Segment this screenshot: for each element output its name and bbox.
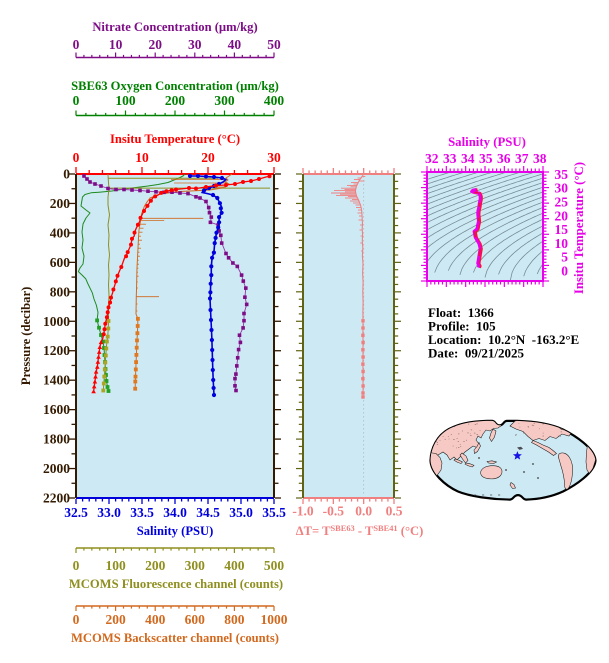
svg-text:200: 200 <box>145 558 166 573</box>
svg-text:2200: 2200 <box>43 491 70 506</box>
svg-text:0: 0 <box>561 264 568 279</box>
svg-text:15: 15 <box>555 222 569 237</box>
svg-text:ΔT= TSBE63 - TSBE41 (°C): ΔT= TSBE63 - TSBE41 (°C) <box>296 524 424 538</box>
svg-text:Float: 1366: Float: 1366 <box>428 305 494 320</box>
svg-text:SBE63 Oxygen Concentration (µm: SBE63 Oxygen Concentration (µm/kg) <box>71 79 279 93</box>
svg-text:32.5: 32.5 <box>64 505 88 520</box>
svg-text:Insitu Temperature (°C): Insitu Temperature (°C) <box>110 132 240 146</box>
svg-text:37: 37 <box>515 151 529 166</box>
svg-text:10: 10 <box>135 150 149 165</box>
svg-text:36: 36 <box>497 151 511 166</box>
svg-text:0.5: 0.5 <box>386 504 403 519</box>
svg-text:0: 0 <box>73 612 80 627</box>
svg-text:30: 30 <box>188 37 202 52</box>
svg-text:300: 300 <box>185 558 206 573</box>
svg-text:400: 400 <box>145 612 166 627</box>
svg-text:Nitrate Concentration (µm/kg): Nitrate Concentration (µm/kg) <box>92 20 257 34</box>
svg-text:30: 30 <box>555 181 569 196</box>
svg-text:34.0: 34.0 <box>163 505 187 520</box>
svg-text:600: 600 <box>185 612 206 627</box>
svg-text:200: 200 <box>105 612 126 627</box>
svg-text:Pressure (decibar): Pressure (decibar) <box>19 287 33 386</box>
svg-text:1000: 1000 <box>43 314 70 329</box>
svg-text:400: 400 <box>264 93 285 108</box>
svg-text:Insitu Temperature (°C): Insitu Temperature (°C) <box>572 162 586 294</box>
svg-text:10: 10 <box>555 236 569 251</box>
svg-text:10: 10 <box>109 37 123 52</box>
svg-text:Salinity (PSU): Salinity (PSU) <box>137 524 214 538</box>
svg-text:0: 0 <box>73 558 80 573</box>
svg-text:Salinity (PSU): Salinity (PSU) <box>448 135 526 149</box>
svg-text:100: 100 <box>115 93 136 108</box>
svg-text:34: 34 <box>461 151 475 166</box>
svg-text:Date: 09/21/2025: Date: 09/21/2025 <box>428 346 525 361</box>
svg-text:0: 0 <box>73 93 80 108</box>
svg-text:38: 38 <box>533 151 547 166</box>
svg-text:20: 20 <box>555 208 569 223</box>
svg-text:-1.0: -1.0 <box>292 504 314 519</box>
svg-text:35.5: 35.5 <box>262 505 286 520</box>
svg-text:0.0: 0.0 <box>355 504 372 519</box>
svg-text:32: 32 <box>425 151 439 166</box>
svg-text:Profile: 105: Profile: 105 <box>428 319 496 334</box>
svg-text:1800: 1800 <box>43 432 70 447</box>
svg-text:1000: 1000 <box>261 612 288 627</box>
svg-text:35.0: 35.0 <box>229 505 253 520</box>
svg-text:1200: 1200 <box>43 343 70 358</box>
svg-text:30: 30 <box>267 150 281 165</box>
svg-text:200: 200 <box>165 93 186 108</box>
svg-text:5: 5 <box>561 250 568 265</box>
svg-text:400: 400 <box>224 558 245 573</box>
svg-text:25: 25 <box>555 195 569 210</box>
svg-text:-0.5: -0.5 <box>323 504 345 519</box>
svg-text:500: 500 <box>264 558 285 573</box>
svg-text:300: 300 <box>214 93 235 108</box>
svg-text:0: 0 <box>63 167 70 182</box>
svg-text:35: 35 <box>555 167 569 182</box>
svg-text:0: 0 <box>73 150 80 165</box>
svg-text:20: 20 <box>201 150 215 165</box>
svg-text:33.0: 33.0 <box>97 505 121 520</box>
svg-text:0: 0 <box>73 37 80 52</box>
svg-text:34.5: 34.5 <box>196 505 220 520</box>
svg-text:MCOMS Fluorescence channel (co: MCOMS Fluorescence channel (counts) <box>69 577 283 591</box>
svg-text:50: 50 <box>267 37 281 52</box>
svg-text:200: 200 <box>50 196 71 211</box>
svg-text:Location: 10.2°N -163.2°E: Location: 10.2°N -163.2°E <box>428 332 579 347</box>
svg-text:800: 800 <box>50 284 71 299</box>
svg-text:33.5: 33.5 <box>130 505 154 520</box>
svg-text:20: 20 <box>148 37 162 52</box>
svg-text:600: 600 <box>50 255 71 270</box>
svg-text:40: 40 <box>228 37 242 52</box>
svg-text:400: 400 <box>50 225 71 240</box>
svg-text:MCOMS Backscatter channel (cou: MCOMS Backscatter channel (counts) <box>71 631 279 645</box>
svg-text:35: 35 <box>479 151 493 166</box>
svg-text:2000: 2000 <box>43 461 70 476</box>
svg-text:33: 33 <box>443 151 457 166</box>
svg-text:100: 100 <box>105 558 126 573</box>
svg-text:800: 800 <box>224 612 245 627</box>
svg-text:1600: 1600 <box>43 402 70 417</box>
svg-text:1400: 1400 <box>43 373 70 388</box>
